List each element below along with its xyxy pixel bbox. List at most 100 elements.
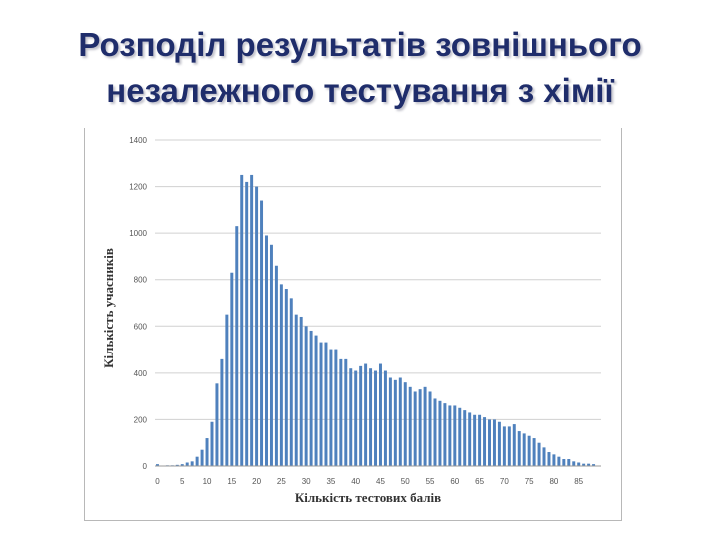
bar: [190, 461, 194, 466]
x-axis-tick-labels: 0 5 10 15 20 25 30 35 40 45 50 55 60 65 70 75 80 85: [155, 477, 583, 486]
x-tick-label: 20: [252, 477, 261, 486]
bar: [299, 316, 303, 466]
x-tick-label: 40: [351, 477, 360, 486]
bar: [175, 464, 179, 466]
x-tick-label: 25: [277, 477, 286, 486]
bar: [418, 389, 422, 466]
y-tick-label: 1400: [129, 136, 147, 145]
bar: [567, 459, 571, 466]
x-tick-label: 5: [180, 477, 185, 486]
bar: [512, 424, 516, 466]
bar: [245, 181, 249, 466]
histogram-chart: 0 200 400 600 800 1000 1200 1400 0 5 10 15 20 25 30 35…: [101, 136, 601, 505]
bar: [269, 244, 273, 466]
bar: [453, 405, 457, 466]
bar: [527, 435, 531, 466]
bar: [522, 433, 526, 466]
bar: [369, 368, 373, 466]
x-tick-label: 30: [302, 477, 311, 486]
bar: [438, 400, 442, 466]
bar: [200, 449, 204, 466]
bar: [492, 419, 496, 466]
x-tick-label: 80: [549, 477, 558, 486]
bar: [255, 186, 259, 467]
bar: [388, 377, 392, 466]
bar: [265, 235, 268, 466]
chart-frame: 0 200 400 600 800 1000 1200 1400 0 5 10 15 20 25 30 35…: [84, 128, 622, 521]
bar: [309, 330, 313, 466]
bar: [359, 365, 363, 466]
bar: [274, 265, 278, 466]
y-tick-label: 1000: [129, 229, 147, 238]
bar: [319, 342, 323, 466]
bar: [289, 298, 293, 466]
bar: [458, 407, 462, 466]
bar: [155, 464, 159, 466]
bar: [354, 370, 358, 466]
y-tick-label: 1200: [129, 183, 147, 192]
bar: [324, 342, 328, 466]
bar: [180, 464, 184, 466]
bar: [279, 284, 283, 466]
bar: [552, 454, 556, 466]
bar-series: [155, 174, 596, 467]
bar: [478, 414, 482, 466]
bar: [448, 405, 452, 466]
bar: [572, 461, 576, 466]
x-tick-label: 10: [203, 477, 212, 486]
bar: [383, 370, 387, 466]
bar: [220, 358, 224, 466]
x-tick-label: 70: [500, 477, 509, 486]
bar: [592, 464, 596, 466]
bar: [507, 426, 511, 466]
bar: [473, 414, 477, 466]
bar: [468, 412, 472, 466]
bar: [344, 358, 348, 466]
x-axis-title: Кількість тестових балів: [295, 490, 441, 505]
y-axis-tick-labels: 0 200 400 600 800 1000 1200 1400: [129, 136, 147, 471]
bar: [502, 426, 506, 466]
bar: [463, 410, 467, 466]
y-tick-label: 600: [134, 322, 148, 331]
y-tick-label: 400: [134, 369, 148, 378]
bar: [577, 462, 581, 466]
slide-title: Розподіл результатів зовнішнього незалеж…: [0, 22, 720, 114]
x-tick-label: 60: [450, 477, 459, 486]
bar: [428, 391, 432, 466]
x-tick-label: 55: [426, 477, 435, 486]
bar: [374, 370, 378, 466]
y-tick-label: 0: [143, 462, 148, 471]
bar: [230, 272, 234, 466]
x-tick-label: 50: [401, 477, 410, 486]
bar: [537, 442, 541, 466]
bar: [542, 447, 546, 466]
bar: [284, 289, 288, 466]
bar: [294, 314, 298, 466]
x-tick-label: 85: [574, 477, 583, 486]
bar: [403, 382, 407, 466]
grid-lines: [155, 139, 601, 420]
bar: [185, 462, 189, 466]
bar: [562, 459, 566, 466]
x-tick-label: 35: [326, 477, 335, 486]
bar: [210, 421, 214, 466]
y-axis-title: Кількість учасників: [101, 248, 116, 368]
bar: [483, 417, 487, 466]
bar: [314, 335, 318, 466]
bar: [364, 363, 368, 466]
bar: [393, 379, 397, 466]
bar: [433, 398, 437, 466]
x-tick-label: 75: [525, 477, 534, 486]
bar: [195, 456, 199, 466]
bar: [250, 174, 254, 466]
bar: [532, 438, 536, 466]
y-tick-label: 200: [134, 415, 148, 424]
slide-title-line-2: незалежного тестування з хімії: [106, 72, 614, 109]
bar: [547, 452, 551, 466]
bar: [378, 363, 382, 466]
bar: [260, 200, 264, 466]
bar: [557, 456, 561, 466]
bar: [339, 358, 343, 466]
bar: [334, 349, 338, 466]
bar: [215, 383, 219, 466]
